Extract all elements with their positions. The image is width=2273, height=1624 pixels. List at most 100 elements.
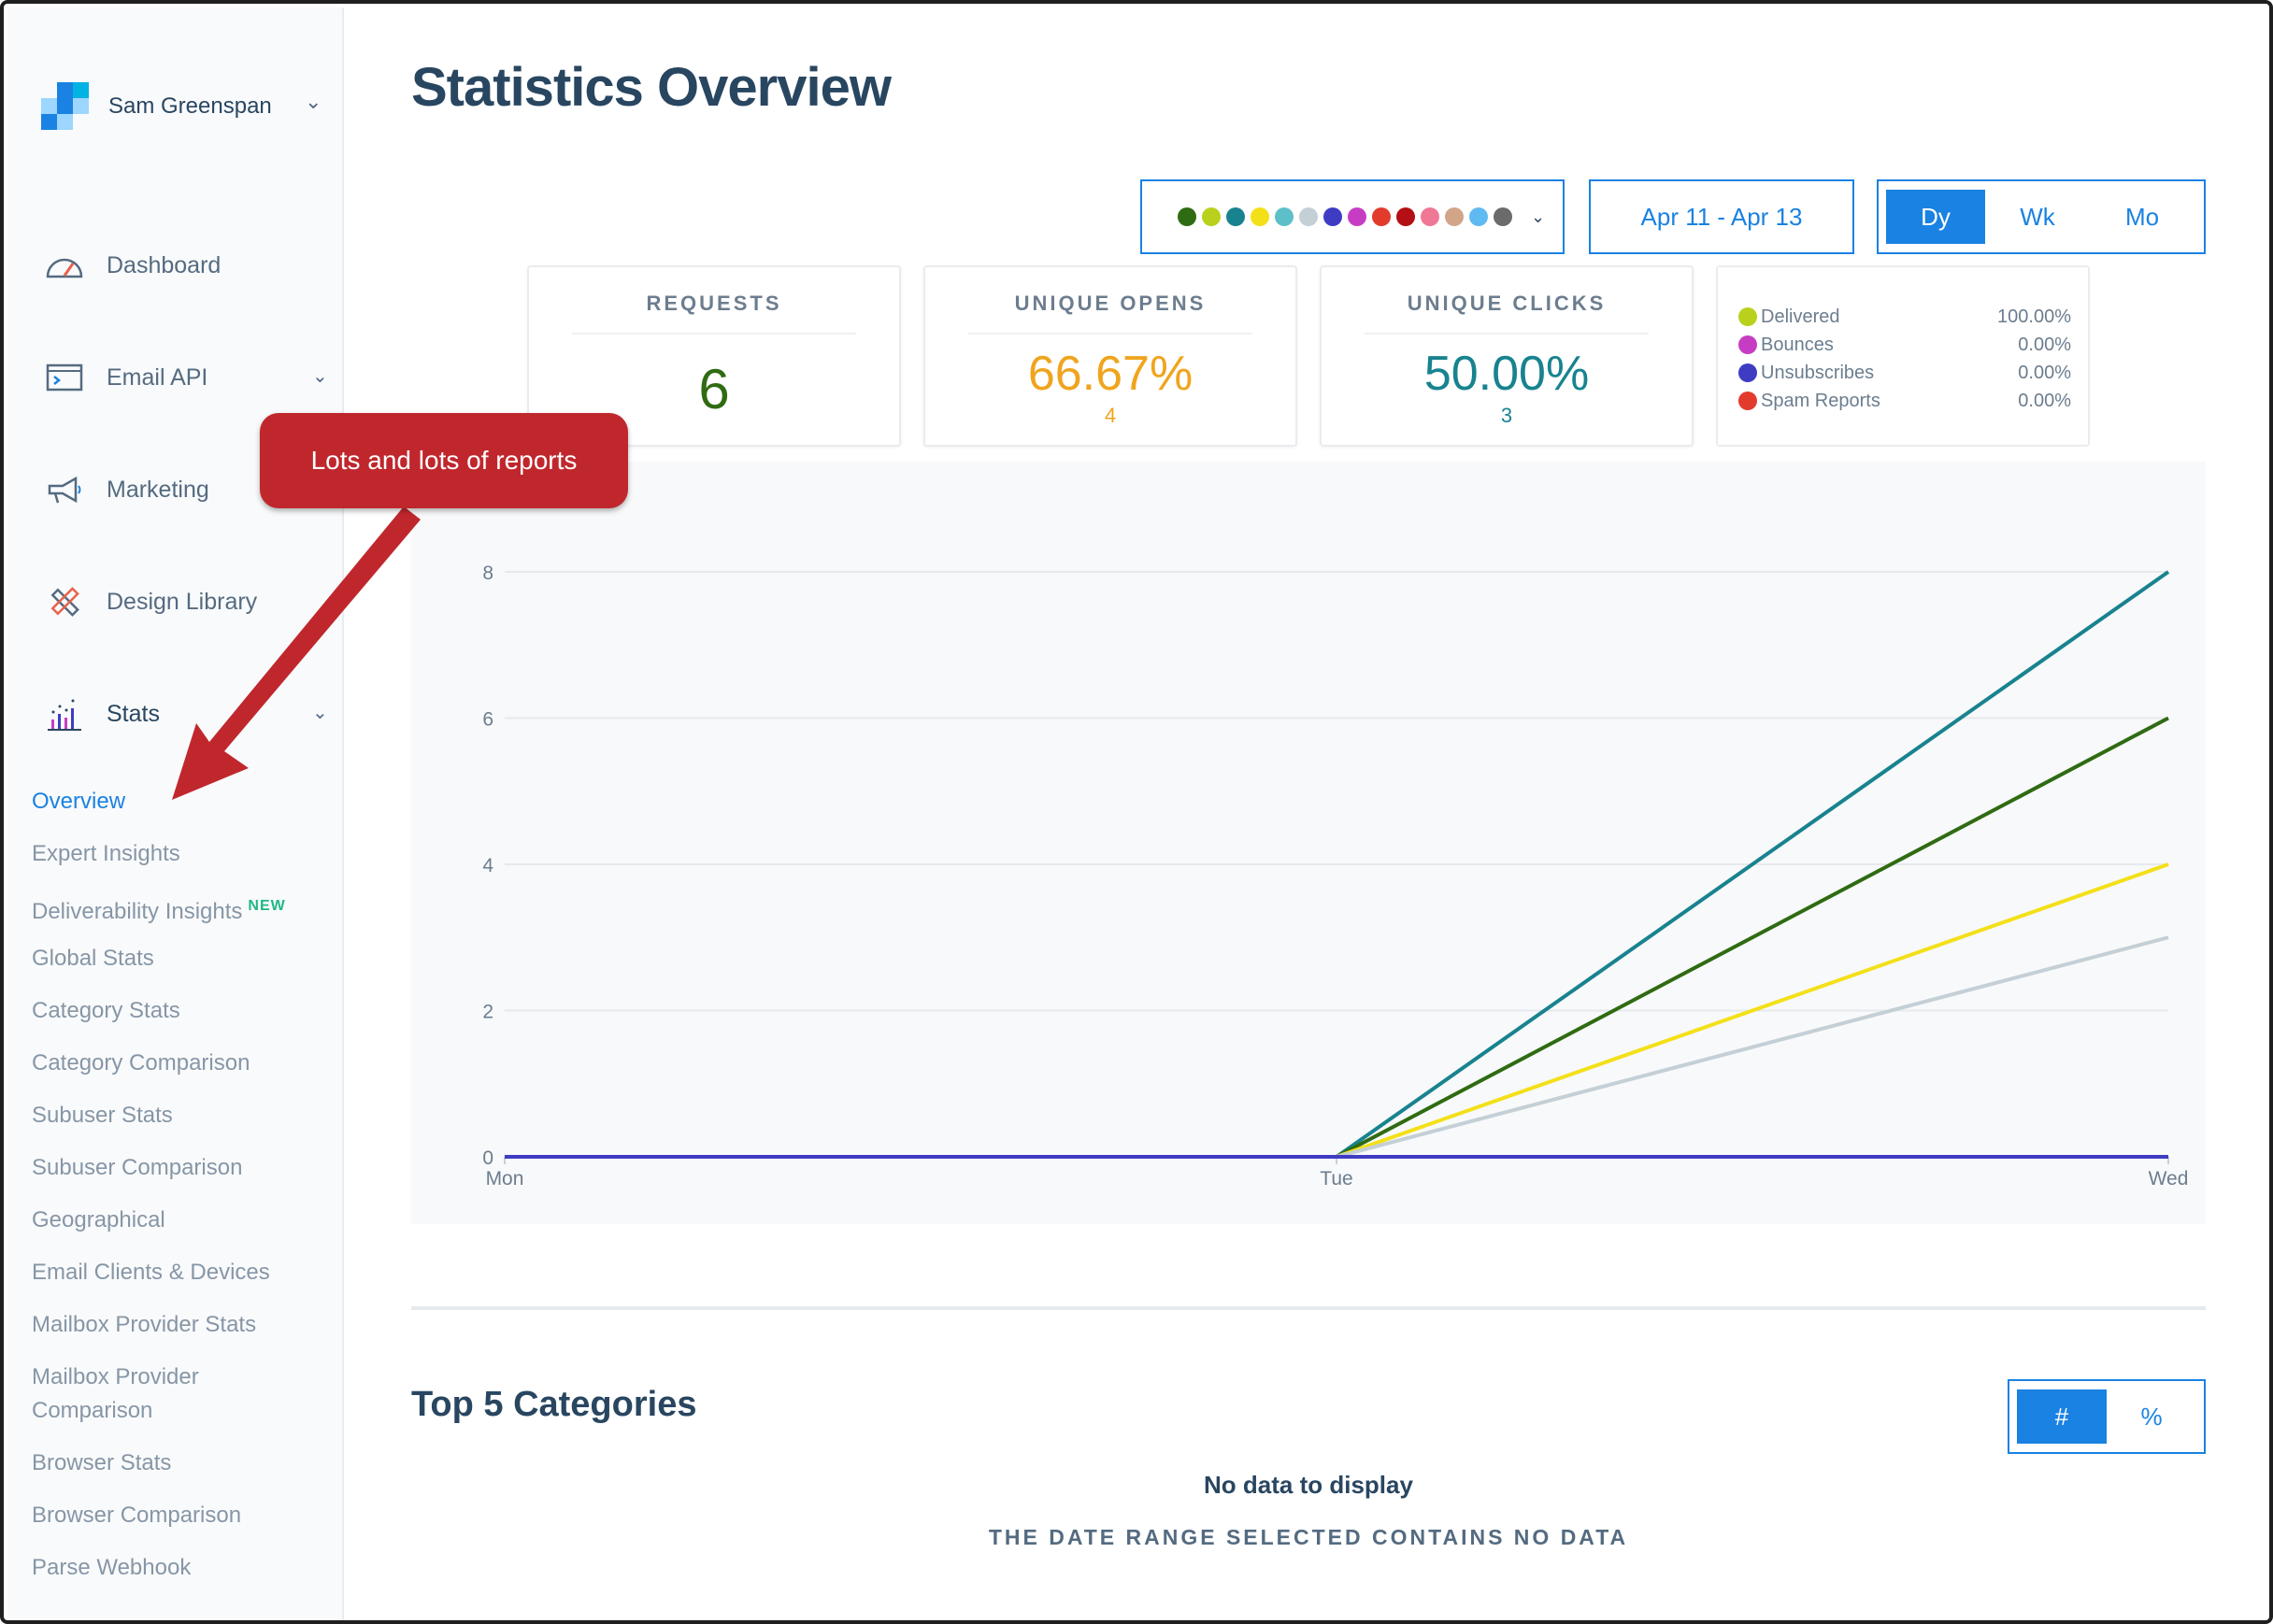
- section-divider: [411, 1306, 2206, 1310]
- date-range-picker[interactable]: Apr 11 - Apr 13: [1589, 179, 1854, 254]
- legend-dot: [1738, 363, 1757, 382]
- stats-chevron-down-icon[interactable]: ⌄: [312, 703, 328, 723]
- top-categories-title: Top 5 Categories: [411, 1385, 697, 1424]
- unique-clicks-value: 50.00%: [1423, 347, 1590, 401]
- chart-svg: 0 2 4 6 8 Mon Tue Wed: [482, 563, 2189, 1190]
- legend-value: 0.00%: [2018, 390, 2071, 411]
- account-switcher[interactable]: Sam Greenspan: [41, 82, 272, 131]
- subnav-expert-insights[interactable]: Expert Insights: [32, 841, 180, 866]
- nav-item-stats[interactable]: Stats: [43, 695, 160, 733]
- delivery-legend-card: Delivered 100.00% Bounces 0.00% Unsubscr…: [1716, 265, 2090, 447]
- series-color-dot: [1396, 207, 1415, 226]
- bar-chart-icon: [43, 695, 86, 733]
- count-percent-toggle: # %: [2008, 1379, 2206, 1454]
- subnav-category-stats[interactable]: Category Stats: [32, 998, 180, 1023]
- series-color-dot: [1178, 207, 1196, 226]
- subnav-overview[interactable]: Overview: [32, 789, 126, 814]
- unique-opens-count: 4: [1104, 404, 1117, 427]
- no-data-subtitle: THE DATE RANGE SELECTED CONTAINS NO DATA: [988, 1525, 1629, 1549]
- terminal-icon: [43, 359, 86, 396]
- subnav-mailbox-provider-comparison[interactable]: Mailbox Provider Comparison: [32, 1364, 199, 1423]
- subnav-email-clients-devices[interactable]: Email Clients & Devices: [32, 1260, 270, 1285]
- series-color-dot: [1299, 207, 1318, 226]
- pencil-ruler-icon: [43, 583, 86, 620]
- subnav-subuser-stats[interactable]: Subuser Stats: [32, 1103, 173, 1128]
- percent-button[interactable]: %: [2140, 1402, 2163, 1431]
- nav-label: Design Library: [107, 588, 258, 615]
- legend-value: 0.00%: [2018, 362, 2071, 383]
- legend-dot: [1738, 335, 1757, 354]
- series-color-dot: [1469, 207, 1488, 226]
- subnav-parse-webhook[interactable]: Parse Webhook: [32, 1555, 192, 1580]
- nav-label: Marketing: [107, 476, 209, 503]
- subnav-mailbox-provider-stats[interactable]: Mailbox Provider Stats: [32, 1312, 257, 1337]
- new-badge: NEW: [248, 898, 286, 914]
- annotation-callout: Lots and lots of reports: [260, 413, 628, 508]
- nav-item-email-api[interactable]: Email API: [43, 359, 207, 396]
- legend-value: 100.00%: [1997, 306, 2071, 327]
- legend-label: Unsubscribes: [1761, 362, 1875, 383]
- y-tick-label: 8: [482, 563, 493, 584]
- series-color-dot: [1275, 207, 1294, 226]
- legend-dot: [1738, 392, 1757, 410]
- unique-clicks-card: UNIQUE CLICKS 50.00% 3: [1320, 265, 1694, 447]
- subnav-subuser-comparison[interactable]: Subuser Comparison: [32, 1155, 243, 1180]
- subnav-label: Deliverability Insights: [32, 899, 243, 924]
- subnav-browser-stats[interactable]: Browser Stats: [32, 1450, 172, 1475]
- y-tick-label: 6: [482, 709, 493, 731]
- legend-label: Delivered: [1761, 306, 1840, 327]
- series-color-dot: [1348, 207, 1366, 226]
- y-tick-label: 4: [482, 855, 493, 876]
- gauge-icon: [43, 247, 86, 284]
- y-tick-label: 2: [482, 1002, 493, 1023]
- subnav-deliverability-insights[interactable]: Deliverability Insights NEW: [32, 890, 286, 929]
- unique-opens-card: UNIQUE OPENS 66.67% 4: [923, 265, 1297, 447]
- period-toggle: Dy Wk Mo: [1877, 179, 2206, 254]
- nav-item-dashboard[interactable]: Dashboard: [43, 247, 221, 284]
- chevron-down-icon: ⌄: [1531, 207, 1546, 226]
- unique-opens-value: 66.67%: [1027, 347, 1194, 401]
- subnav-browser-comparison[interactable]: Browser Comparison: [32, 1503, 242, 1528]
- period-week-button[interactable]: Wk: [2020, 202, 2055, 231]
- sidebar: Sam Greenspan ⌄ Dashboard Email API ⌄ Ma…: [7, 7, 344, 1620]
- series-color-dot: [1372, 207, 1391, 226]
- x-tick-label: Tue: [1320, 1168, 1352, 1190]
- series-color-dot: [1323, 207, 1342, 226]
- subnav-geographical[interactable]: Geographical: [32, 1207, 165, 1232]
- legend-label: Spam Reports: [1761, 390, 1880, 411]
- series-color-dot: [1202, 207, 1221, 226]
- nav-label: Dashboard: [107, 251, 222, 278]
- nav-label: Email API: [107, 363, 208, 391]
- email-api-chevron-down-icon[interactable]: ⌄: [312, 366, 328, 387]
- period-day-button[interactable]: Dy: [1886, 190, 1985, 244]
- megaphone-icon: [43, 471, 86, 508]
- series-line: [505, 935, 2169, 1159]
- page-title: Statistics Overview: [411, 57, 892, 118]
- count-button[interactable]: #: [2017, 1389, 2107, 1444]
- x-tick-label: Wed: [2149, 1168, 2189, 1190]
- sendgrid-logo-icon: [41, 82, 90, 131]
- series-line: [505, 716, 2169, 1159]
- legend-dot: [1738, 307, 1757, 326]
- nav-item-design-library[interactable]: Design Library: [43, 583, 257, 620]
- legend-row-bounces: Bounces 0.00%: [1738, 331, 2071, 359]
- stats-line-chart: 0 2 4 6 8 Mon Tue Wed: [411, 462, 2206, 1224]
- legend-row-unsubscribes: Unsubscribes 0.00%: [1738, 359, 2071, 387]
- series-color-picker[interactable]: ⌄: [1140, 179, 1565, 254]
- legend-value: 0.00%: [2018, 334, 2071, 355]
- period-month-button[interactable]: Mo: [2124, 202, 2160, 231]
- legend-label: Bounces: [1761, 334, 1834, 355]
- subnav-global-stats[interactable]: Global Stats: [32, 946, 154, 971]
- nav-label: Stats: [107, 700, 160, 727]
- y-tick-label: 0: [482, 1147, 493, 1169]
- account-chevron-down-icon[interactable]: ⌄: [305, 90, 322, 113]
- card-title: UNIQUE CLICKS: [1365, 292, 1649, 335]
- nav-item-marketing[interactable]: Marketing: [43, 471, 209, 508]
- legend-row-spam-reports: Spam Reports 0.00%: [1738, 387, 2071, 415]
- series-color-dot: [1251, 207, 1269, 226]
- series-color-dot: [1226, 207, 1245, 226]
- requests-value: 6: [698, 358, 730, 420]
- unique-clicks-count: 3: [1500, 404, 1513, 427]
- subnav-category-comparison[interactable]: Category Comparison: [32, 1050, 250, 1076]
